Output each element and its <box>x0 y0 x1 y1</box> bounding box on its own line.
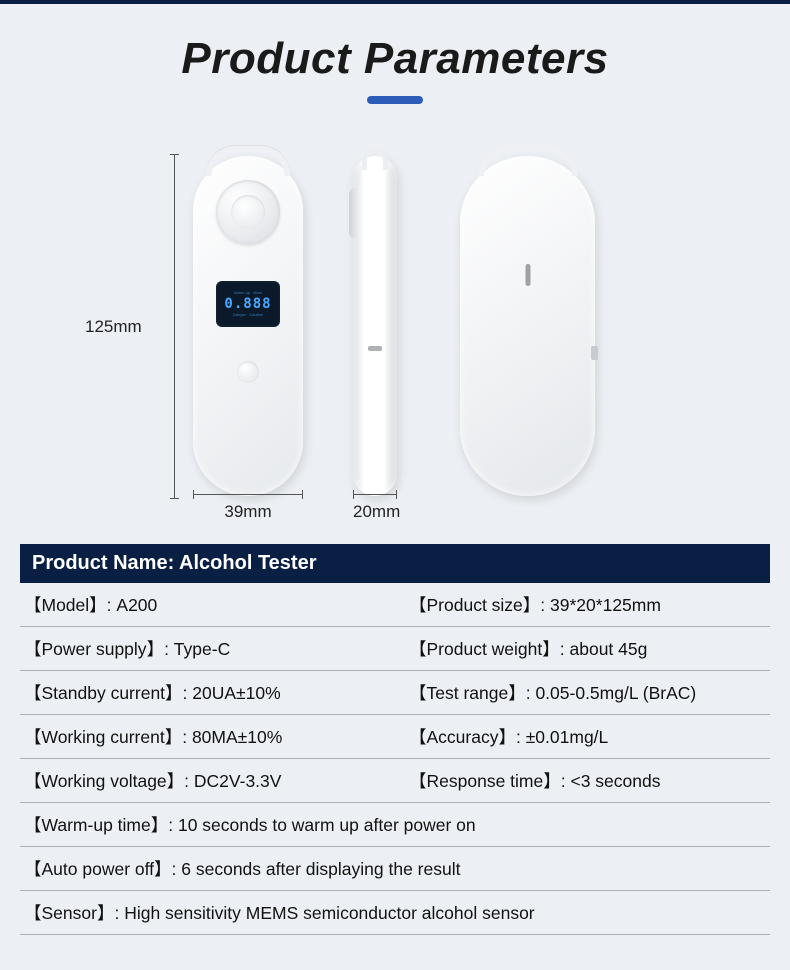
dimension-height: 125mm <box>85 154 175 499</box>
spec-label: Sensor <box>42 903 97 923</box>
spec-row: 【Product weight】: about 45g <box>395 627 770 671</box>
spec-row: 【Auto power off】: 6 seconds after displa… <box>20 847 770 891</box>
spec-label: Product size <box>427 595 523 615</box>
page-title: Product Parameters <box>0 34 790 84</box>
spec-label: Working voltage <box>42 771 167 791</box>
spec-value: A200 <box>116 595 157 615</box>
spec-label: Warm-up time <box>42 815 151 835</box>
spec-value: 39*20*125mm <box>550 595 661 615</box>
spec-label: Power supply <box>42 639 147 659</box>
dimension-depth: 20mm <box>353 494 397 524</box>
spec-value: 10 seconds to warm up after power on <box>178 815 476 835</box>
spec-row: 【Product size】: 39*20*125mm <box>395 583 770 627</box>
spec-value: 20UA±10% <box>192 683 280 703</box>
spec-value: ±0.01mg/L <box>526 727 609 747</box>
spec-header: Product Name: Alcohol Tester <box>20 544 770 583</box>
spec-label: Response time <box>427 771 544 791</box>
device-side-view <box>353 156 397 496</box>
spec-value: DC2V-3.3V <box>194 771 282 791</box>
spec-row: 【Model】: A200 <box>20 583 395 627</box>
spec-value: 6 seconds after displaying the result <box>181 859 460 879</box>
spec-value: 80MA±10% <box>192 727 282 747</box>
device-back-view <box>460 156 595 496</box>
spec-value: about 45g <box>570 639 648 659</box>
spec-label: Standby current <box>42 683 166 703</box>
spec-value: High sensitivity MEMS semiconductor alco… <box>124 903 534 923</box>
dimension-depth-label: 20mm <box>353 502 397 522</box>
spec-row: 【Power supply】: Type-C <box>20 627 395 671</box>
dimension-height-label: 125mm <box>85 317 142 337</box>
device-power-button <box>237 361 259 383</box>
spec-label: Model <box>42 595 90 615</box>
spec-label: Test range <box>427 683 509 703</box>
spec-row: 【Accuracy】: ±0.01mg/L <box>395 715 770 759</box>
title-underline <box>367 96 423 104</box>
usb-c-port-icon <box>368 346 382 351</box>
device-screen: Warm up Blow 0.888 Danger Caution <box>216 281 280 327</box>
dimension-width: 39mm <box>193 494 303 524</box>
spec-label: Accuracy <box>427 727 499 747</box>
product-diagram: 125mm Warm up Blow 0.888 Danger Caution … <box>85 134 705 544</box>
spec-value: <3 seconds <box>570 771 660 791</box>
dimension-width-label: 39mm <box>193 502 303 522</box>
spec-label: Working current <box>42 727 165 747</box>
spec-row: 【Standby current】: 20UA±10% <box>20 671 395 715</box>
spec-row: 【Response time】: <3 seconds <box>395 759 770 803</box>
spec-row: 【Test range】: 0.05-0.5mg/L (BrAC) <box>395 671 770 715</box>
spec-label: Product weight <box>427 639 543 659</box>
spec-row: 【Working current】: 80MA±10% <box>20 715 395 759</box>
spec-value: 0.05-0.5mg/L (BrAC) <box>535 683 696 703</box>
spec-row: 【Warm-up time】: 10 seconds to warm up af… <box>20 803 770 847</box>
spec-label: Auto power off <box>42 859 155 879</box>
device-dial <box>216 180 280 244</box>
spec-table: Product Name: Alcohol Tester 【Model】: A2… <box>20 544 770 935</box>
spec-row: 【Working voltage】: DC2V-3.3V <box>20 759 395 803</box>
spec-value: Type-C <box>174 639 230 659</box>
device-front-view: Warm up Blow 0.888 Danger Caution <box>193 156 303 496</box>
spec-row: 【Sensor】: High sensitivity MEMS semicond… <box>20 891 770 935</box>
